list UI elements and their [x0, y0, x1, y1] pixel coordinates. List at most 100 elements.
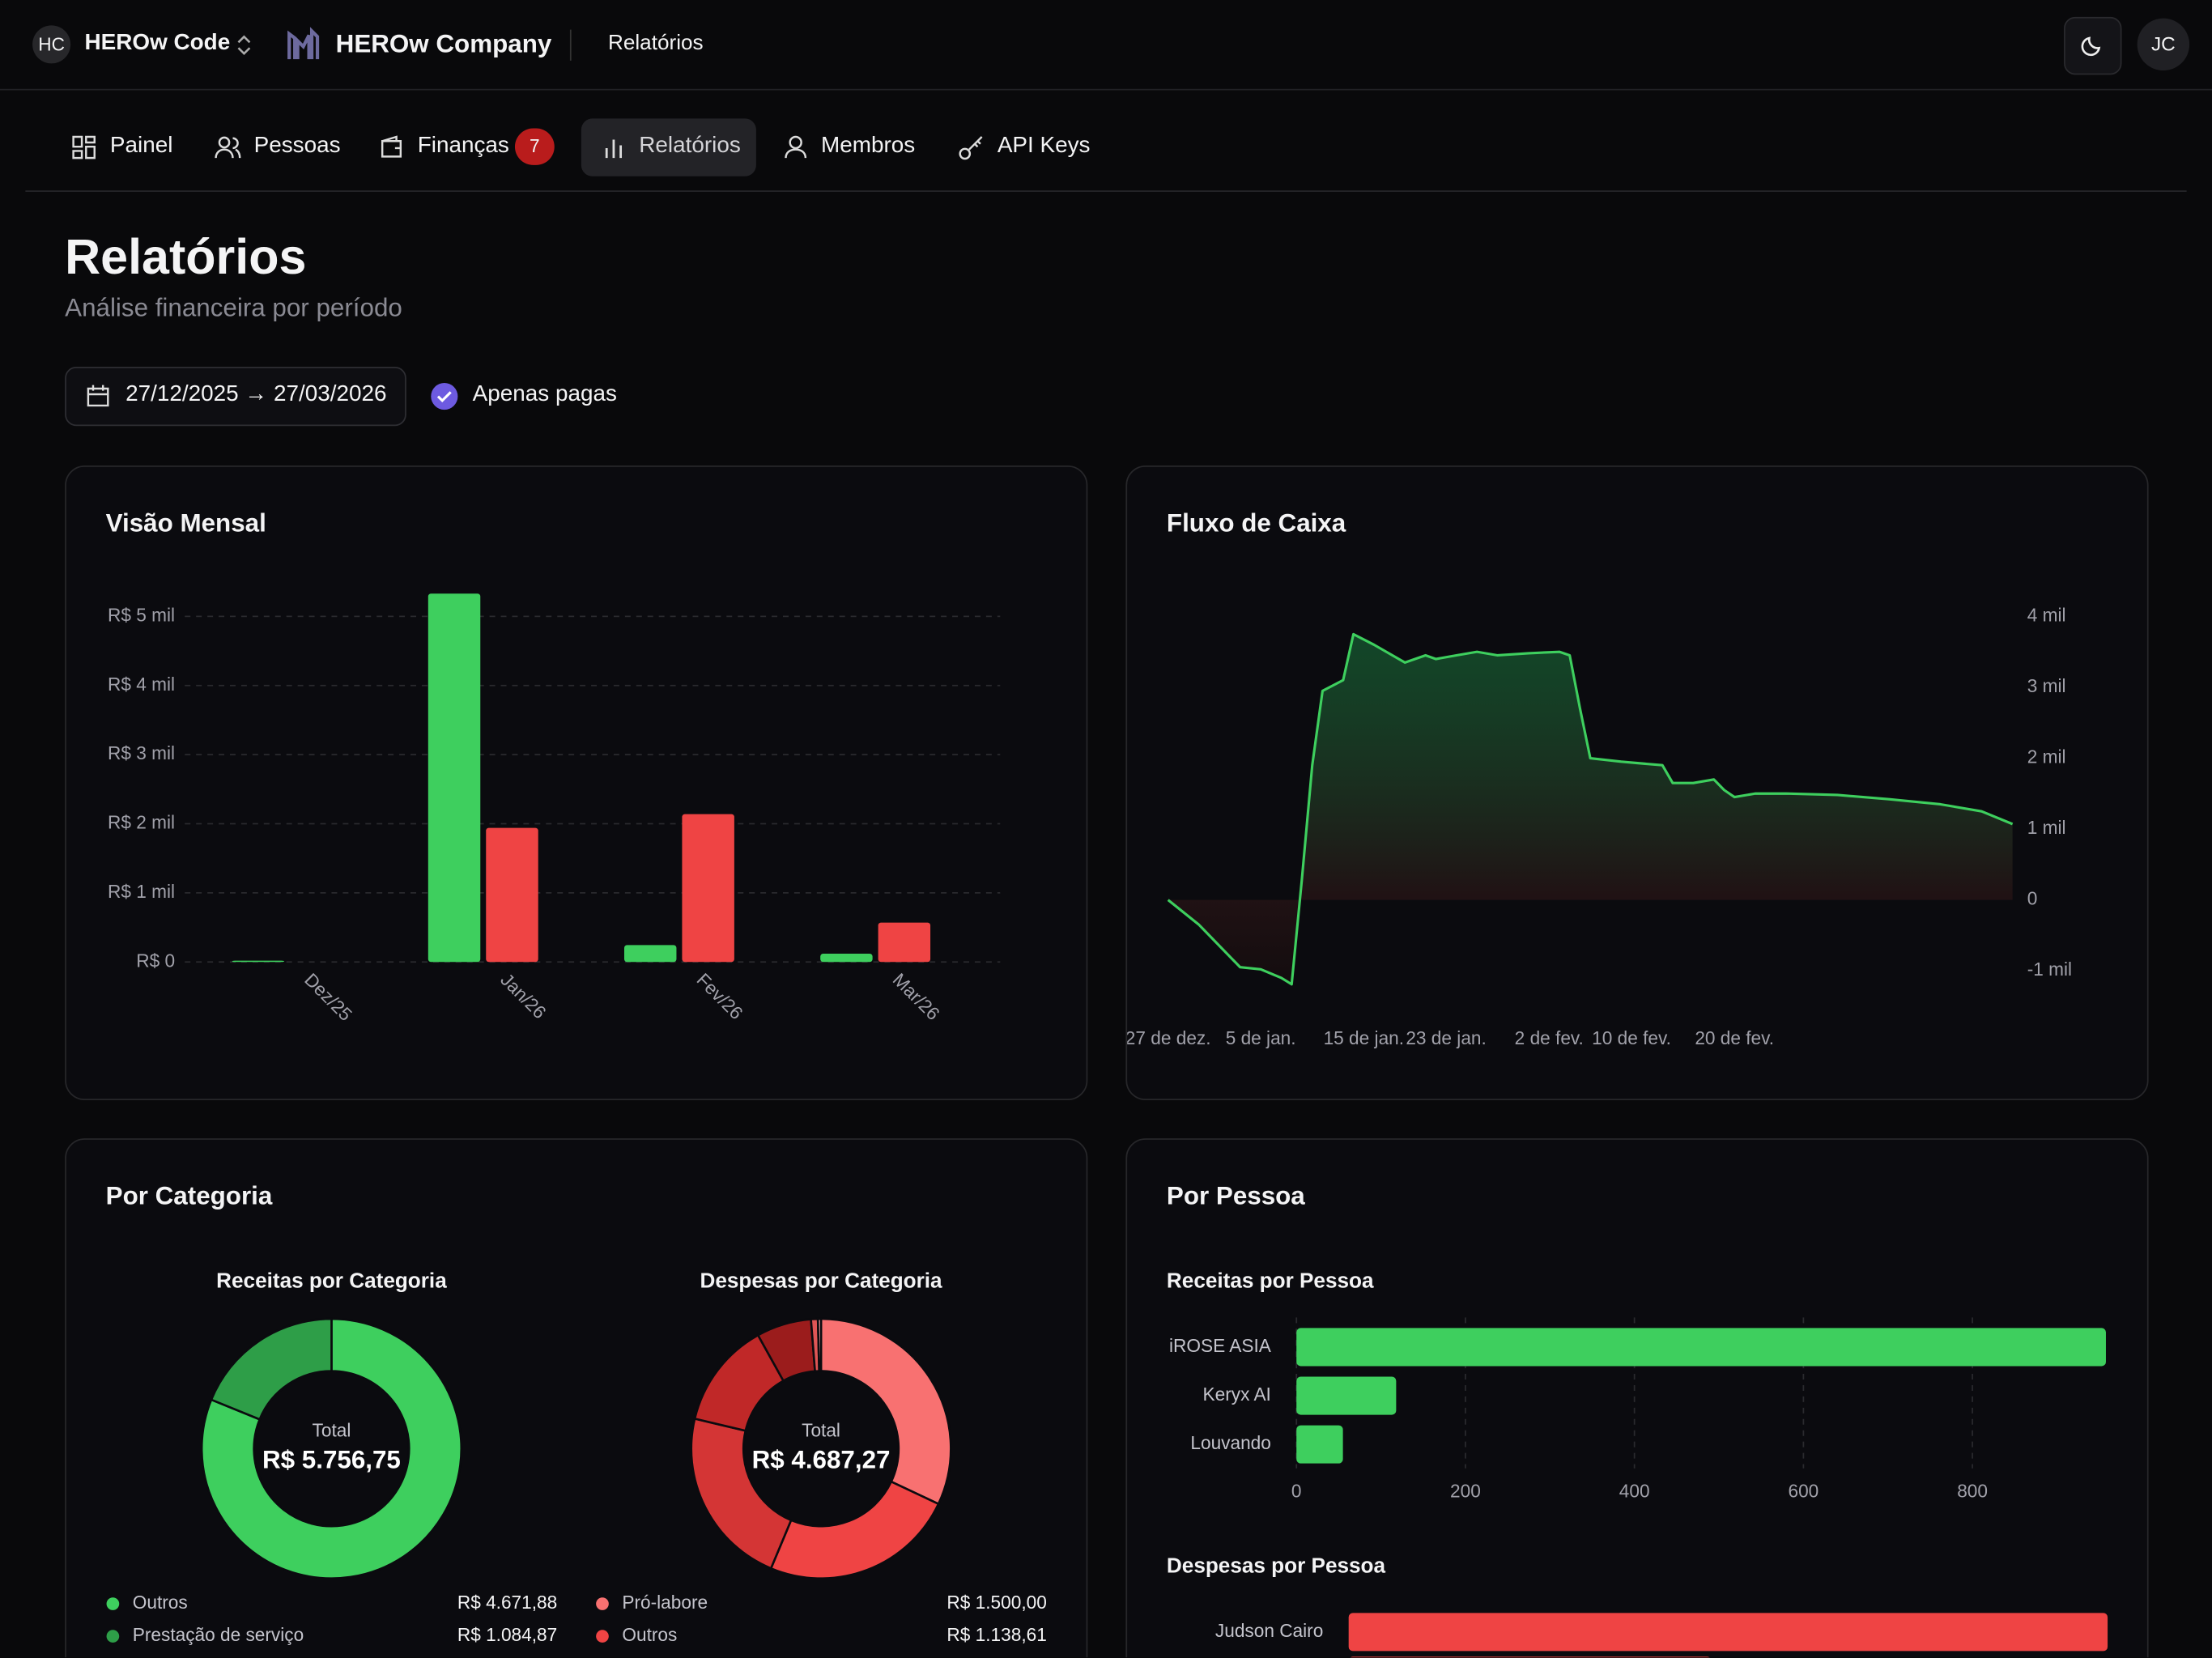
y-tick-label: 2 mil [2027, 746, 2066, 767]
x-tick-label: Dez/25 [300, 969, 356, 1025]
company-name[interactable]: HEROw Company [335, 29, 552, 58]
donut-slice [819, 1317, 952, 1506]
legend-dot [596, 1597, 609, 1610]
x-tick-label: 400 [1619, 1480, 1650, 1501]
chart-subtitle: Receitas por Pessoa [1167, 1269, 1374, 1293]
y-tick-label: R$ 0 [136, 950, 175, 971]
chart-subtitle: Despesas por Categoria [700, 1269, 942, 1293]
y-tick-label: R$ 4 mil [108, 674, 175, 695]
y-tick-label: 1 mil [2027, 817, 2066, 838]
theme-toggle[interactable] [2064, 16, 2122, 75]
chevron-icon [237, 35, 251, 56]
category-chart: Por Categoria Receitas por Categoria Total… [106, 1182, 1047, 1646]
bar [878, 922, 931, 963]
y-tick-label: 3 mil [2027, 675, 2066, 696]
donut-total-label: Total [313, 1419, 351, 1440]
bar [1296, 1328, 2106, 1367]
x-tick-label: 2 de fev. [1515, 1027, 1584, 1048]
nav-item[interactable]: Relatórios [639, 134, 741, 159]
chart-subtitle: Despesas por Pessoa [1167, 1554, 1386, 1578]
card: Por Categoria Receitas por Categoria Total… [65, 1138, 1088, 1658]
nav-icon [959, 136, 983, 160]
separator [569, 29, 572, 61]
bar [623, 945, 677, 963]
card: Fluxo de Caixa -1 mil 0 1 mil 2 mil 3 mil 4 mi… [1125, 465, 2149, 1101]
bar [1351, 1656, 1710, 1658]
nav-divider [25, 190, 2187, 192]
page-title: Relatórios [65, 230, 307, 285]
bar [428, 593, 481, 963]
workspace-name[interactable]: HEROw Code [84, 31, 231, 55]
breadcrumb: Relatórios [607, 31, 704, 55]
donut-total: R$ 5.756,75 [262, 1445, 401, 1473]
x-tick-label: 0 [1291, 1480, 1302, 1501]
date-range: 27/12/2025 → 27/03/2026 [125, 382, 387, 406]
nav-item[interactable]: Pessoas [253, 134, 341, 159]
page-subtitle: Análise financeira por período [65, 293, 402, 322]
x-tick-label: 5 de jan. [1226, 1027, 1296, 1048]
nav-item[interactable]: API Keys [997, 134, 1091, 159]
y-tick-label: 4 mil [2027, 604, 2066, 625]
x-tick-label: 10 de fev. [1592, 1027, 1671, 1048]
x-tick-label: 15 de jan. [1324, 1027, 1404, 1048]
donut-slice [690, 1417, 793, 1570]
nav-item[interactable]: Membros [821, 134, 916, 159]
workspace-badge[interactable]: HC [32, 25, 71, 64]
legend-label: Pró-labore [622, 1592, 708, 1613]
nav-icon [785, 135, 807, 159]
legend-value: R$ 4.671,88 [457, 1592, 557, 1613]
card: Visão Mensal R$ 0 R$ 1 mil R$ 2 mil R$ 3 mil… [65, 465, 1088, 1101]
bar [820, 954, 873, 963]
donut-slice [210, 1317, 333, 1421]
y-tick-label: iROSE ASIA [1169, 1335, 1272, 1356]
legend-dot [106, 1597, 120, 1610]
card-title: Fluxo de Caixa [1167, 508, 1346, 537]
legend-dot [106, 1630, 120, 1643]
nav-badge: 7 [514, 128, 555, 165]
nav-icon [605, 139, 623, 159]
bar [232, 960, 285, 963]
moon-icon [2081, 36, 2101, 57]
date-range-button[interactable] [65, 367, 406, 427]
y-tick-label: 0 [2027, 888, 2038, 909]
nav-icon [72, 135, 96, 159]
x-tick-label: 20 de fev. [1695, 1027, 1774, 1048]
bar [1296, 1376, 1397, 1415]
x-tick-label: 23 de jan. [1406, 1027, 1486, 1048]
header-bar [0, 0, 2212, 91]
calendar-icon [87, 385, 109, 407]
nav-active-bg [581, 118, 756, 176]
nav-item[interactable]: Painel [109, 134, 173, 159]
checkbox[interactable] [430, 382, 458, 410]
person-chart: Por Pessoa Receitas por Pessoa 0 200 400 600 8… [1167, 1182, 2108, 1658]
x-tick-label: 600 [1788, 1480, 1819, 1501]
card-title: Por Categoria [106, 1182, 273, 1210]
legend-value: R$ 1.500,00 [946, 1592, 1046, 1613]
y-tick-label: -1 mil [2027, 959, 2072, 980]
y-tick-label: R$ 3 mil [108, 742, 175, 763]
chart-subtitle: Receitas por Categoria [216, 1269, 447, 1293]
legend-value: R$ 1.138,61 [946, 1624, 1046, 1645]
legend-dot [596, 1630, 609, 1643]
donut-slice [200, 1317, 463, 1579]
card-title: Por Pessoa [1167, 1182, 1305, 1210]
avatar[interactable]: JC [2137, 18, 2190, 71]
nav-item[interactable]: Finanças [417, 134, 509, 159]
x-tick-label: Mar/26 [889, 969, 944, 1024]
card: Por Pessoa Receitas por Pessoa 0 200 400 600 8… [1125, 1138, 2149, 1658]
filter-label[interactable]: Apenas pagas [472, 382, 617, 406]
monthly-chart: Visão Mensal R$ 0 R$ 1 mil R$ 2 mil R$ 3 mil… [106, 508, 1001, 1025]
x-tick-label: Fev/26 [693, 969, 747, 1023]
y-tick-label: Keryx AI [1203, 1384, 1271, 1405]
bar [486, 827, 538, 963]
cashflow-chart: Fluxo de Caixa -1 mil 0 1 mil 2 mil 3 mil 4 mi… [1127, 508, 2072, 1048]
legend-label: Prestação de serviço [133, 1624, 304, 1645]
bar [682, 814, 734, 963]
donut-slice [769, 1480, 940, 1579]
logo-icon [287, 27, 320, 60]
y-tick-label: R$ 5 mil [108, 604, 175, 625]
y-tick-label: Judson Cairo [1215, 1620, 1323, 1641]
line [1167, 632, 2014, 986]
nav-icon [381, 135, 402, 158]
legend-label: Outros [133, 1592, 188, 1613]
